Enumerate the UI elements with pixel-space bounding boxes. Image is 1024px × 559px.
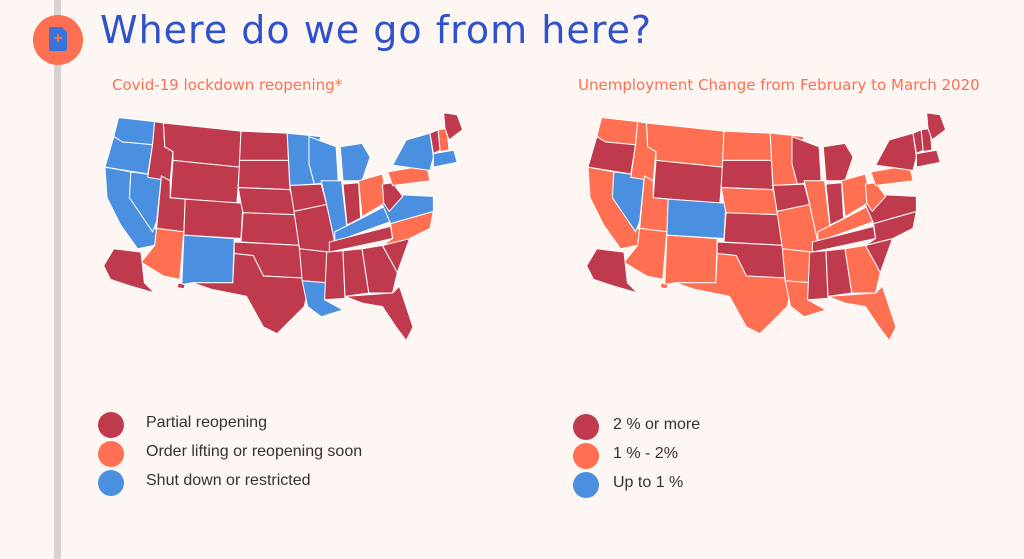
state-tx [674,252,793,335]
state-wv [381,182,404,213]
legend-swatch [98,470,124,496]
state-ny [874,132,917,172]
state-wy [169,159,241,204]
state-fl [344,285,414,342]
state-in [825,182,845,226]
state-ak [103,248,157,294]
state-mi [822,142,854,182]
state-nh [920,127,933,153]
legend-label: 1 % - 2% [613,445,678,462]
side-rule [54,0,61,559]
state-co [183,198,244,240]
page-title: Where do we go from here? [100,8,653,52]
state-mi [339,142,371,182]
state-sd [720,159,774,191]
legend-label: Order lifting or reopening soon [146,443,363,460]
state-nm [664,234,718,286]
state-sd [237,159,291,191]
state-me [926,112,947,141]
state-ms [807,250,829,301]
reopening-map [103,112,464,342]
state-ne-corner [915,149,941,168]
state-hi [659,282,669,290]
legend-swatch [573,414,599,440]
state-wi [791,135,822,185]
state-nd [239,130,290,161]
legend-swatch [98,441,124,467]
state-ar [781,248,813,284]
state-ne-corner [432,149,458,168]
state-ny [391,132,434,172]
state-wi [308,135,339,185]
legend-swatch [573,443,599,469]
state-wv [864,182,887,213]
state-in [342,182,362,226]
right-map-title: Unemployment Change from February to Mar… [578,76,980,94]
unemployment-map [586,112,947,342]
state-co [666,198,727,240]
legend-label: 2 % or more [613,416,701,433]
state-me [443,112,464,141]
legend-swatch [573,472,599,498]
state-nh [437,127,450,153]
state-fl [827,285,897,342]
state-ne [720,187,782,216]
state-ne [237,187,299,216]
state-wy [652,159,724,204]
legend-label: Partial reopening [146,414,267,431]
medical-document-icon: + [33,15,83,65]
legend-swatch [98,412,124,438]
state-ar [298,248,330,284]
state-ks [723,212,783,246]
left-map-title: Covid-19 lockdown reopening* [112,76,343,94]
state-nm [181,234,235,286]
state-ak [586,248,640,294]
legend-label: Shut down or restricted [146,472,311,489]
legend-label: Up to 1 % [613,474,684,491]
state-tx [191,252,310,335]
state-nd [722,130,773,161]
state-hi [176,282,186,290]
state-ms [324,250,346,301]
state-ks [240,212,300,246]
